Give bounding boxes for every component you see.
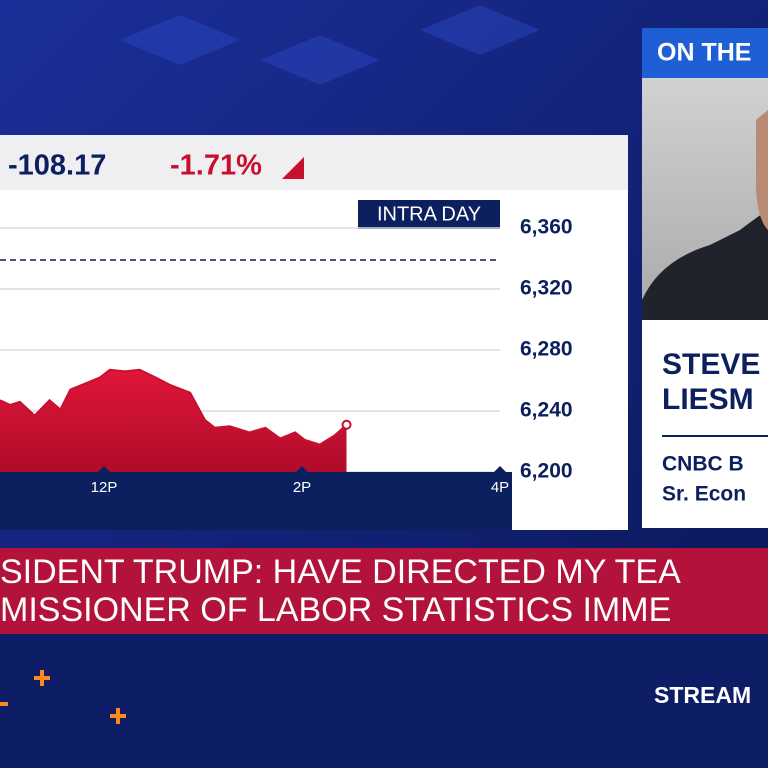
guest-name: LIESM bbox=[662, 383, 754, 416]
y-tick-label: 6,360 bbox=[520, 216, 573, 239]
y-tick-label: 6,320 bbox=[520, 277, 573, 300]
x-tick-label: 12P bbox=[91, 479, 118, 496]
y-tick-label: 6,280 bbox=[520, 338, 573, 361]
guest-title: CNBC B bbox=[662, 453, 744, 476]
guest-title: Sr. Econ bbox=[662, 483, 746, 506]
y-tick-label: 6,240 bbox=[520, 399, 573, 422]
change: -108.17 bbox=[8, 150, 106, 182]
x-tick-label: 4P bbox=[491, 479, 509, 496]
ticker-line: SIDENT TRUMP: HAVE DIRECTED MY TEA bbox=[0, 553, 681, 591]
guest-name: STEVE bbox=[662, 348, 760, 381]
area bbox=[0, 369, 347, 472]
ticker-line: MISSIONER OF LABOR STATISTICS IMME bbox=[0, 591, 671, 629]
x-tick-label: 2P bbox=[293, 479, 311, 496]
end-point bbox=[341, 419, 352, 430]
header-label: ON THE bbox=[657, 39, 751, 67]
guest-face bbox=[756, 110, 768, 230]
change-percent: -1.71% bbox=[170, 150, 262, 182]
range-badge bbox=[358, 200, 500, 229]
plot: 6,200 6,240 6,280 6,320 6,360 12P 2P 4P bbox=[0, 216, 573, 530]
guest-card bbox=[642, 320, 768, 528]
line bbox=[0, 368, 348, 446]
y-tick-label: 6,200 bbox=[520, 460, 573, 483]
ticker-bar bbox=[0, 548, 768, 634]
backdrop-cubes bbox=[120, 5, 540, 85]
x-tick bbox=[97, 466, 111, 473]
down-arrow bbox=[282, 157, 304, 179]
x-tick bbox=[493, 466, 507, 473]
guest-suit bbox=[642, 210, 768, 320]
x-axis-band bbox=[0, 472, 512, 530]
decor-plus bbox=[0, 670, 126, 724]
range-label: INTRA DAY bbox=[377, 203, 481, 225]
chart-header bbox=[0, 135, 628, 190]
x-tick bbox=[295, 466, 309, 473]
footer-label: STREAM bbox=[654, 682, 751, 708]
header-bar bbox=[642, 28, 768, 78]
footer-bar bbox=[0, 634, 768, 768]
